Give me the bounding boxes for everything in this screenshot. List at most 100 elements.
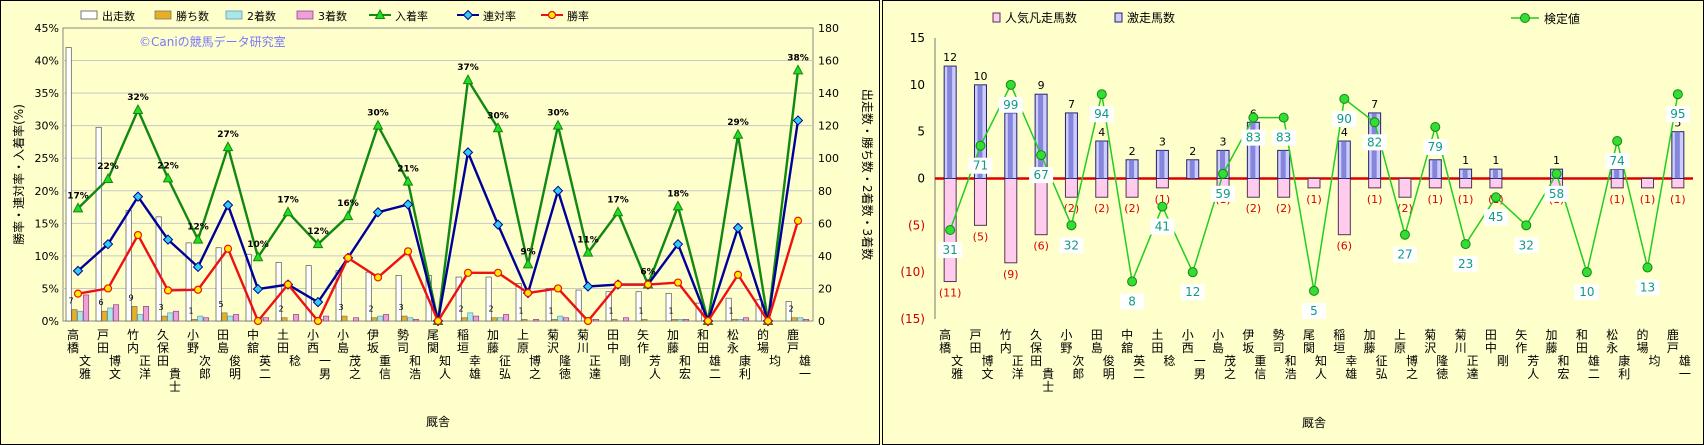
bar-label-人気凡走馬数: (2) <box>1276 202 1292 215</box>
bar-出走数 <box>725 297 732 322</box>
data-label-入着率: 11% <box>577 236 599 246</box>
data-label-検定値: 10 <box>1579 285 1594 299</box>
x-tick-label: 小西 <box>307 328 319 355</box>
point-検定値 <box>1399 229 1410 240</box>
point-連対率 <box>72 265 84 277</box>
x-tick-label: 的場 <box>757 327 769 355</box>
x-tick-label: 田中 <box>607 328 619 355</box>
data-label-入着率: 38% <box>787 53 809 63</box>
left-chart: 0% 5% 10% 15% 20% 25% 30% 35% 40% 45% 0 20 40 60 80 100… <box>11 8 875 429</box>
bar-出走数 <box>485 276 492 322</box>
data-label-入着率: 22% <box>157 161 179 171</box>
x-tick-label: 正達 <box>1467 354 1479 381</box>
point-勝率 <box>673 278 683 287</box>
bar-出走数 <box>575 289 582 322</box>
x-tick-label: 知人 <box>1315 354 1327 381</box>
point-検定値 <box>1672 89 1683 100</box>
x-tick-label: 知人 <box>439 354 451 381</box>
x-tick-label: 菊沢 <box>1424 328 1436 355</box>
x-tick-label: 勢司 <box>1273 327 1285 355</box>
point-入着率 <box>492 122 504 133</box>
data-label-bg <box>1635 279 1660 296</box>
x-tick-label: 小西 <box>1182 328 1194 355</box>
data-label-検定値: 45 <box>1488 210 1503 224</box>
bar-2着数 <box>467 312 474 322</box>
bar-人気凡走馬数 <box>1641 178 1655 189</box>
x-tick-label: 茂之 <box>1224 354 1236 381</box>
x-tick-label: 菊川 <box>577 328 589 355</box>
x-tick-label: 博文 <box>981 353 993 381</box>
x-tick-label: 高橋 <box>67 327 79 355</box>
data-label-入着率: 37% <box>457 63 479 73</box>
point-検定値 <box>1490 192 1501 203</box>
point-勝率 <box>793 216 803 225</box>
bar-出走数 <box>95 126 102 322</box>
bar-人気凡走馬数 <box>1610 178 1624 189</box>
bar-label-激走馬数: 12 <box>943 51 957 64</box>
bar-shade <box>1068 112 1074 179</box>
point-入着率 <box>222 141 234 152</box>
bar-人気凡走馬数 <box>1277 178 1291 198</box>
bar-win-label: 3 <box>398 303 403 312</box>
bar-勝ち数 <box>461 317 468 322</box>
bar-出走数 <box>395 275 402 322</box>
point-入着率 <box>462 74 474 85</box>
x-tick-label: 英二 <box>259 354 271 381</box>
bar-人気凡走馬数 <box>1095 178 1109 198</box>
point-入着率 <box>72 202 84 213</box>
y-tick-left: 40% <box>35 55 59 68</box>
x-tick-label: 尾関 <box>427 328 439 355</box>
data-label-bg <box>1605 153 1630 170</box>
point-検定値 <box>945 225 956 236</box>
data-label-検定値: 71 <box>973 159 988 173</box>
bar-勝ち数 <box>491 317 498 322</box>
bar-人気凡走馬数 <box>1034 178 1048 236</box>
point-検定値 <box>1339 93 1350 104</box>
bar-win-label: 1 <box>608 306 613 315</box>
x-tick-label: 高橋 <box>939 327 951 355</box>
data-label-bg <box>1574 284 1599 301</box>
data-label-入着率: 30% <box>487 111 509 121</box>
x-tick-label: 雄一 <box>799 353 811 381</box>
point-勝率 <box>313 316 323 326</box>
data-label-bg <box>1271 129 1296 146</box>
bar-勝ち数 <box>281 317 288 322</box>
bar-label-人気凡走馬数: (1) <box>1367 193 1383 206</box>
x-tick-label: 小野 <box>187 328 199 355</box>
data-label-入着率: 29% <box>727 118 749 128</box>
bar-人気凡走馬数 <box>1004 178 1018 264</box>
bar-label-人気凡走馬数: (1) <box>1306 193 1322 206</box>
point-入着率 <box>582 246 594 257</box>
x-tick-label: 和浩 <box>1285 354 1297 381</box>
bar-3着数 <box>143 306 150 322</box>
point-入着率 <box>372 119 384 130</box>
right-chart: 151050(5)(10)(15)(11)12(5)10(9)7(6)9(2)7… <box>900 10 1693 430</box>
bar-人気凡走馬数 <box>1307 178 1321 189</box>
point-勝率 <box>553 284 563 293</box>
bar-shade <box>1007 112 1013 179</box>
bar-人気凡走馬数 <box>1489 178 1503 189</box>
data-label-入着率: 12% <box>187 223 209 233</box>
point-連対率 <box>402 199 414 210</box>
bar-2着数 <box>197 315 204 322</box>
point-連対率 <box>132 191 144 202</box>
x-tick-label: 小野 <box>1060 328 1072 355</box>
point-連対率 <box>162 234 174 245</box>
bar-3着数 <box>683 319 690 322</box>
bar-shade <box>1098 141 1104 179</box>
bar-2着数 <box>137 314 144 322</box>
bar-人気凡走馬数 <box>1064 178 1078 198</box>
data-label-検定値: 99 <box>1003 98 1018 112</box>
bar-win-label: 2 <box>488 305 493 314</box>
point-連対率 <box>552 185 564 196</box>
bar-label-激走馬数: 1 <box>1462 154 1469 167</box>
y-tick-right: 140 <box>818 87 839 100</box>
category-labels: 高橋文雅戸田博文竹内正洋久保田貴士小野次郎田島俊明中舘英二土田稔小西一男小島茂之… <box>939 327 1691 394</box>
bar-勝ち数 <box>161 315 168 322</box>
point-勝率 <box>733 270 743 279</box>
data-label-検定値: 59 <box>1215 187 1230 201</box>
y-tick-left: 10% <box>35 250 59 263</box>
bar-3着数 <box>593 319 600 322</box>
bar-3着数 <box>173 310 180 322</box>
bar-win-label: 2 <box>278 305 283 314</box>
